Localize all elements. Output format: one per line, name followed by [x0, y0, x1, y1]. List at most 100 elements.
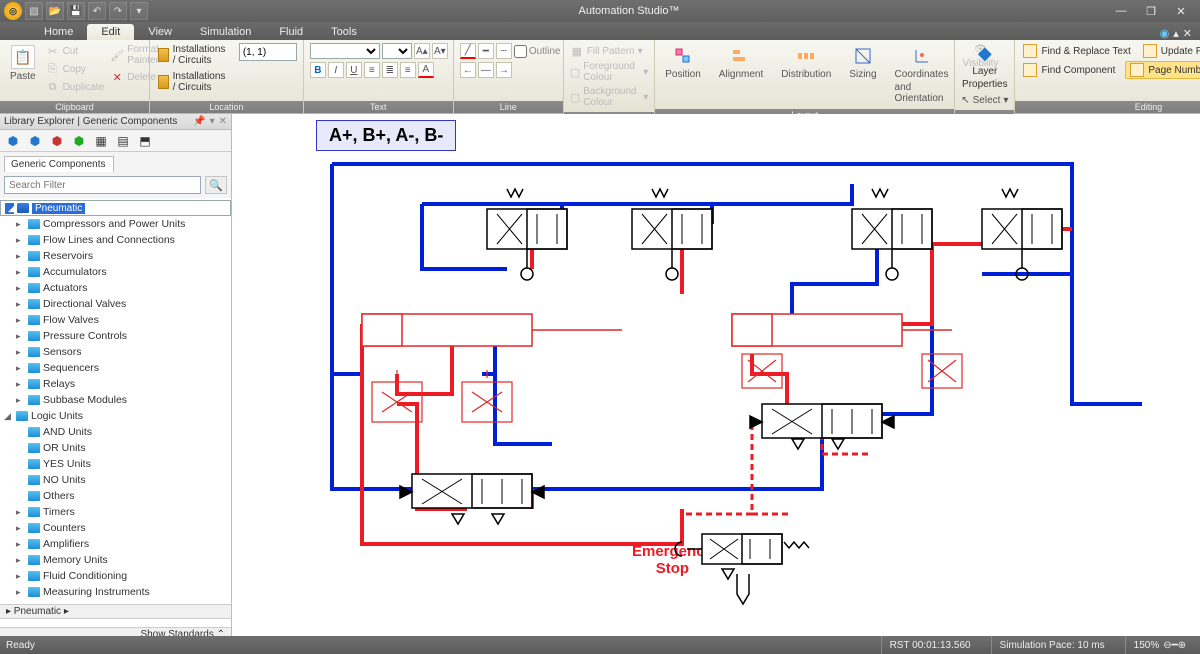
outline-checkbox[interactable] — [514, 45, 527, 58]
library-breadcrumb[interactable]: ▸ Pneumatic ▸ — [0, 605, 231, 619]
tree-item[interactable]: ▸Counters — [0, 520, 231, 536]
tab-simulation[interactable]: Simulation — [186, 24, 265, 40]
window-minimize-icon[interactable]: — — [1110, 3, 1132, 19]
tab-view[interactable]: View — [134, 24, 186, 40]
pn-project-button[interactable]: Page Numbering by Project — [1125, 61, 1200, 79]
align-center-icon[interactable]: ≣ — [382, 62, 398, 78]
help-icon[interactable]: ◉ — [1160, 27, 1170, 40]
tree-item[interactable]: ▸Sensors — [0, 344, 231, 360]
size-select[interactable] — [382, 43, 412, 59]
fill-pattern-button[interactable]: ▦Fill Pattern ▾ — [570, 43, 648, 59]
sizing-button[interactable]: Sizing — [845, 43, 880, 82]
schematic-canvas[interactable]: A+, B+, A-, B- Emergency Stop — [232, 114, 1200, 636]
qat-redo-icon[interactable]: ↷ — [109, 2, 127, 20]
tree-item[interactable]: ◢Logic Units — [0, 408, 231, 424]
installations-button-1[interactable]: Installations / Circuits — [156, 43, 233, 67]
collapse-ribbon-icon[interactable]: ▴ — [1173, 27, 1179, 40]
bg-color-button[interactable]: ▢Background Colour ▾ — [570, 85, 648, 109]
lib-tool-6-icon[interactable]: ▤ — [114, 132, 132, 150]
tab-edit[interactable]: Edit — [87, 24, 134, 40]
tree-item[interactable]: ▸Pressure Controls — [0, 328, 231, 344]
installations-button-2[interactable]: Installations / Circuits — [156, 70, 233, 94]
line-weight-icon[interactable]: ━ — [478, 43, 494, 59]
lib-tool-5-icon[interactable]: ▦ — [92, 132, 110, 150]
duplicate-button[interactable]: ⧉Duplicate — [46, 79, 105, 95]
tree-item[interactable]: ▸Directional Valves — [0, 296, 231, 312]
bold-icon[interactable]: B — [310, 62, 326, 78]
fg-color-button[interactable]: ▢Foreground Colour ▾ — [570, 60, 648, 84]
select-layer-button[interactable]: ↖Select ▾ — [961, 94, 1008, 107]
align-left-icon[interactable]: ≡ — [364, 62, 380, 78]
status-zoom[interactable]: 150% ⊖━⊕ — [1125, 636, 1194, 654]
window-restore-icon[interactable]: ❐ — [1140, 3, 1162, 19]
font-select[interactable] — [310, 43, 380, 59]
tree-item[interactable]: ▸Reservoirs — [0, 248, 231, 264]
alignment-button[interactable]: Alignment — [715, 43, 767, 82]
tree-item[interactable]: OR Units — [0, 440, 231, 456]
app-logo[interactable]: ◎ — [4, 2, 22, 20]
lib-tool-4-icon[interactable]: ⬢ — [70, 132, 88, 150]
tree-item[interactable]: ▸Measuring Instruments — [0, 584, 231, 600]
library-tab[interactable]: Generic Components — [4, 156, 114, 172]
tree-item[interactable]: ◢Pneumatic — [0, 200, 231, 216]
tab-fluid[interactable]: Fluid — [265, 24, 317, 40]
tree-item[interactable]: ▸Memory Units — [0, 552, 231, 568]
qat-more-icon[interactable]: ▾ — [130, 2, 148, 20]
italic-icon[interactable]: I — [328, 62, 344, 78]
copy-button[interactable]: ⎘Copy — [46, 61, 105, 77]
search-button[interactable]: 🔍 — [205, 176, 227, 194]
tree-item[interactable]: ▸Fluid Conditioning — [0, 568, 231, 584]
tree-item[interactable]: ▸Amplifiers — [0, 536, 231, 552]
tree-item[interactable]: ▸Accumulators — [0, 264, 231, 280]
search-input[interactable] — [4, 176, 201, 194]
distribution-button[interactable]: Distribution — [777, 43, 835, 82]
find-replace-button[interactable]: Find & Replace Text — [1021, 43, 1132, 59]
tree-item[interactable]: ▸Subbase Modules — [0, 392, 231, 408]
tree-item[interactable]: ▸Compressors and Power Units — [0, 216, 231, 232]
font-color-icon[interactable]: A — [418, 62, 434, 78]
coord-input[interactable] — [239, 43, 297, 61]
lib-tool-2-icon[interactable]: ⬢ — [26, 132, 44, 150]
grow-font-icon[interactable]: A▴ — [414, 43, 430, 59]
tree-item[interactable]: YES Units — [0, 456, 231, 472]
window-close-icon[interactable]: ✕ — [1170, 3, 1192, 19]
layer-props-button[interactable]: ◆LayerProperties — [962, 43, 1008, 90]
underline-icon[interactable]: U — [346, 62, 362, 78]
tree-item[interactable]: ▸Flow Lines and Connections — [0, 232, 231, 248]
align-right-icon[interactable]: ≡ — [400, 62, 416, 78]
update-pn-button[interactable]: Update Page Numbering — [1141, 43, 1200, 59]
window-close-doc-icon[interactable]: ✕ — [1183, 27, 1192, 40]
lib-tool-7-icon[interactable]: ⬒ — [136, 132, 154, 150]
qat-undo-icon[interactable]: ↶ — [88, 2, 106, 20]
line-dash-icon[interactable]: ┄ — [496, 43, 512, 59]
tree-item[interactable]: ▸Timers — [0, 504, 231, 520]
tab-home[interactable]: Home — [30, 24, 87, 40]
coord-button[interactable]: Coordinatesand Orientation — [891, 43, 953, 106]
tree-item[interactable]: ▸Actuators — [0, 280, 231, 296]
position-button[interactable]: Position — [661, 43, 705, 82]
outline-check[interactable]: Outline — [514, 45, 561, 58]
tab-tools[interactable]: Tools — [317, 24, 371, 40]
shrink-font-icon[interactable]: A▾ — [432, 43, 448, 59]
panel-close-icon[interactable]: ✕ — [219, 116, 227, 127]
pin-icon[interactable]: 📌 — [193, 116, 205, 127]
tree-item[interactable]: ▸Relays — [0, 376, 231, 392]
panel-menu-icon[interactable]: ▾ — [210, 116, 215, 127]
library-tree[interactable]: ◢Pneumatic▸Compressors and Power Units▸F… — [0, 198, 231, 605]
tree-item[interactable]: AND Units — [0, 424, 231, 440]
paste-button[interactable]: 📋 Paste — [6, 43, 40, 84]
arrow-start-icon[interactable]: ← — [460, 62, 476, 78]
qat-open-icon[interactable]: 📂 — [46, 2, 64, 20]
lib-tool-1-icon[interactable]: ⬢ — [4, 132, 22, 150]
tree-item[interactable]: ▸Flow Valves — [0, 312, 231, 328]
find-comp-button[interactable]: Find Component — [1021, 61, 1117, 79]
lib-tool-3-icon[interactable]: ⬢ — [48, 132, 66, 150]
arrow-end-icon[interactable]: → — [496, 62, 512, 78]
tree-item[interactable]: NO Units — [0, 472, 231, 488]
line-color-icon[interactable]: ╱ — [460, 43, 476, 59]
qat-save-icon[interactable]: 💾 — [67, 2, 85, 20]
cut-button[interactable]: ✂Cut — [46, 43, 105, 59]
tree-item[interactable]: ▸Sequencers — [0, 360, 231, 376]
tree-item[interactable]: Others — [0, 488, 231, 504]
arrow-line-icon[interactable]: — — [478, 62, 494, 78]
